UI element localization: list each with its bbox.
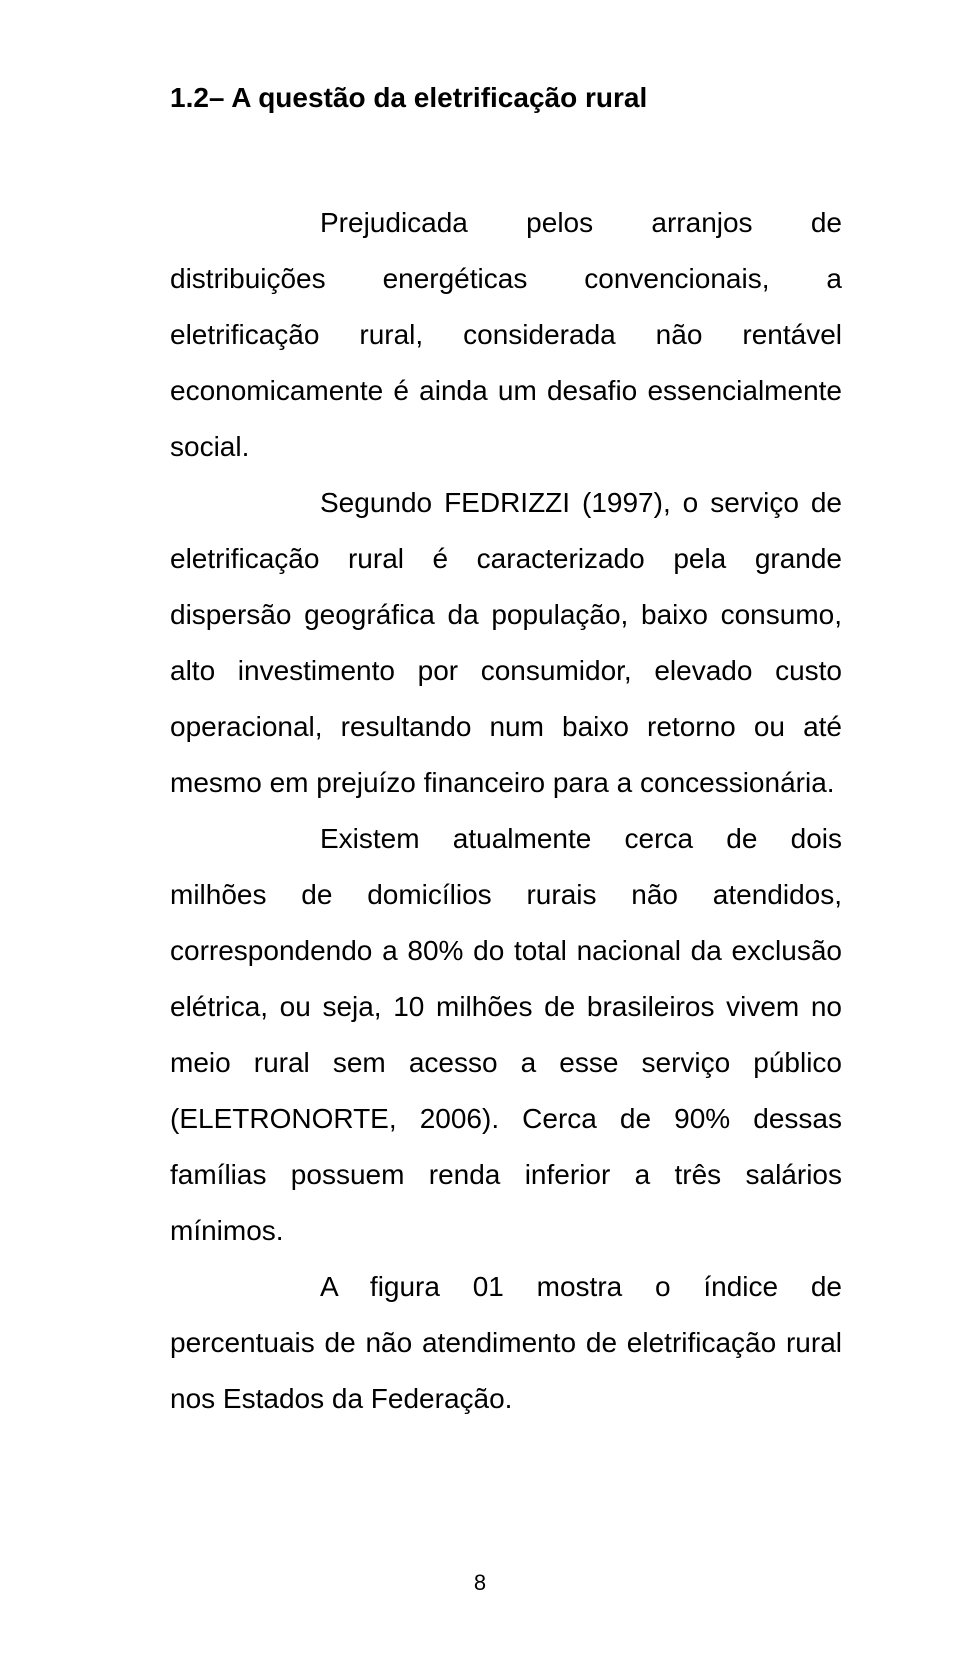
paragraph-1: Prejudicada pelos arranjos de distribuiç… <box>170 195 842 475</box>
page-container: 1.2– A questão da eletrificação rural Pr… <box>0 0 960 1656</box>
paragraph-2: Segundo FEDRIZZI (1997), o serviço de el… <box>170 475 842 811</box>
paragraph-4: A figura 01 mostra o índice de percentua… <box>170 1259 842 1427</box>
paragraph-3: Existem atualmente cerca de dois milhões… <box>170 811 842 1259</box>
page-number: 8 <box>0 1570 960 1596</box>
section-heading: 1.2– A questão da eletrificação rural <box>170 78 842 117</box>
